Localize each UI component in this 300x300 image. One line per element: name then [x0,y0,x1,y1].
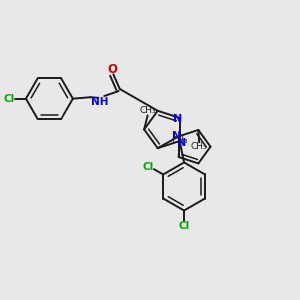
Text: N: N [172,131,182,141]
Text: NH: NH [91,97,108,107]
Text: Cl: Cl [142,162,154,172]
Text: CH₃: CH₃ [171,136,188,145]
Text: CH₃: CH₃ [139,106,156,115]
Text: Cl: Cl [3,94,14,104]
Text: N: N [177,138,186,148]
Text: CH₃: CH₃ [191,142,208,152]
Text: N: N [173,113,182,124]
Text: Cl: Cl [178,221,190,231]
Text: O: O [108,63,118,76]
